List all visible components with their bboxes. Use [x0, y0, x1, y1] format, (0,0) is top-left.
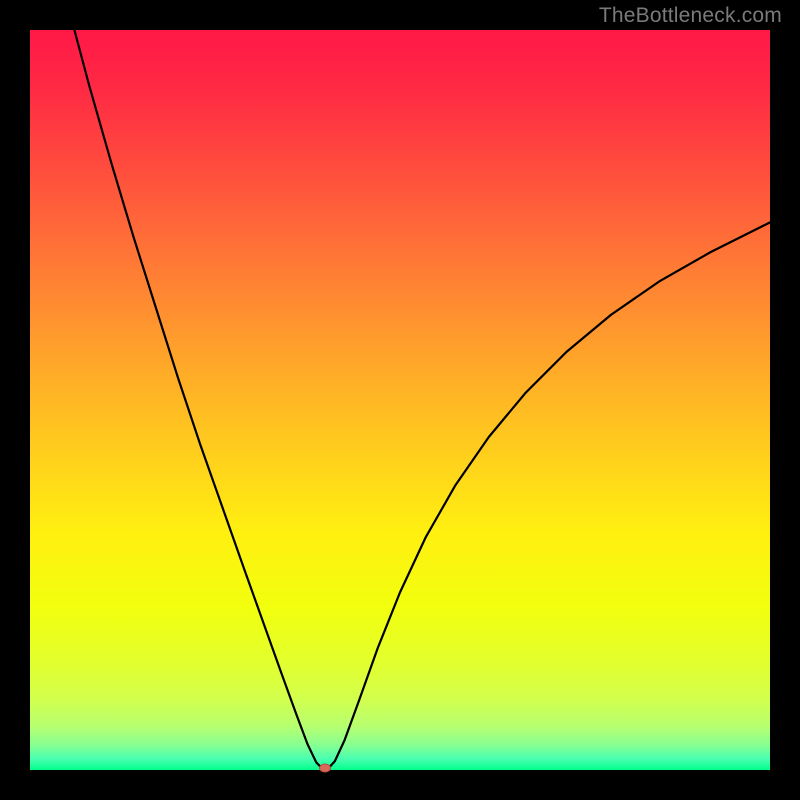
attribution-watermark: TheBottleneck.com [599, 4, 782, 28]
bottleneck-curve [30, 30, 770, 770]
plot-area [30, 30, 770, 770]
optimal-point-marker [319, 763, 331, 772]
